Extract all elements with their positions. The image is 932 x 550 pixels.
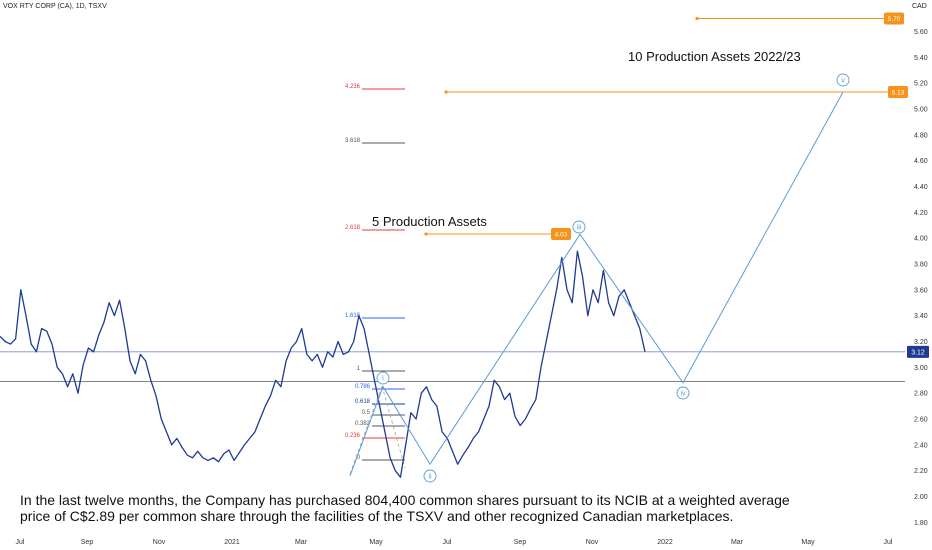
price-tag: [884, 12, 904, 25]
fib-level-label: 1.618: [345, 313, 361, 319]
y-tick-label: 4.40: [914, 184, 928, 191]
price-tag-label: 4.03: [555, 232, 568, 239]
annotation-10-production-assets: 10 Production Assets 2022/23: [628, 49, 801, 64]
price-tag: [888, 86, 908, 98]
price-line: [0, 250, 646, 478]
fib-level-label: 0: [357, 455, 361, 461]
y-tick-label: 3.60: [914, 287, 928, 294]
wave-label: iv: [680, 391, 686, 398]
target-line-anchor: [695, 16, 699, 21]
y-tick-label: 3.40: [914, 313, 928, 320]
wave-label-circle: [423, 469, 437, 483]
target-line-anchor: [444, 90, 448, 94]
x-tick-label: Mar: [295, 539, 308, 546]
wave-label: v: [841, 78, 845, 85]
y-tick-label: 5.00: [914, 106, 928, 113]
fib-level-label: 0.786: [355, 384, 371, 390]
price-axis-panel: [905, 0, 932, 550]
y-tick-label: 5.20: [914, 81, 928, 88]
x-tick-label: May: [801, 539, 815, 546]
price-tag-label: 5.70: [888, 16, 901, 23]
caption-text: In the last twelve months, the Company h…: [20, 492, 790, 524]
x-tick-label: Nov: [153, 539, 166, 546]
y-tick-label: 2.20: [914, 468, 928, 475]
y-tick-label: 3.00: [914, 365, 928, 372]
y-tick-label: 4.80: [914, 132, 928, 139]
y-tick-label: 2.60: [914, 417, 928, 424]
y-tick-label: 4.20: [914, 210, 928, 217]
last-price-tag: [907, 345, 929, 358]
x-tick-label: 2021: [224, 539, 240, 546]
fib-level-label: 2.618: [345, 225, 361, 231]
y-tick-label: 2.00: [914, 494, 928, 501]
price-tag-label: 5.13: [892, 90, 905, 97]
target-line-anchor: [424, 232, 428, 236]
y-tick-label: 4.60: [914, 158, 928, 165]
fib-diagonal: [349, 385, 383, 475]
wave-label-circle: [376, 371, 390, 385]
wave-label: iii: [577, 225, 582, 232]
price-tag: [551, 228, 571, 240]
x-tick-label: Jul: [443, 539, 452, 546]
fib-level-label: 0.382: [355, 421, 371, 427]
x-tick-label: Jul: [884, 539, 893, 546]
wave-label-circle: [836, 73, 850, 87]
wave-label-circle: [572, 220, 586, 234]
x-tick-label: Mar: [731, 539, 744, 546]
y-tick-label: 1.80: [914, 520, 928, 527]
last-price-label: 3.12: [911, 349, 925, 356]
x-tick-label: Jul: [16, 539, 25, 546]
y-tick-label: 5.40: [914, 55, 928, 62]
y-tick-label: 3.80: [914, 261, 928, 268]
fib-level-label: 0.236: [345, 433, 361, 439]
fib-level-label: 0.618: [355, 399, 371, 405]
wave-label-circle: [676, 386, 690, 400]
y-tick-label: 2.80: [914, 391, 928, 398]
x-tick-label: Nov: [586, 539, 599, 546]
currency-label: CAD: [912, 3, 927, 10]
fib-level-label: 3.618: [345, 138, 361, 144]
y-tick-label: 3.20: [914, 339, 928, 346]
y-tick-label: 5.60: [914, 29, 928, 36]
x-tick-label: May: [369, 539, 383, 546]
wave-label: i: [382, 376, 384, 383]
x-tick-label: 2022: [657, 539, 673, 546]
fib-diagonal: [381, 385, 406, 469]
x-tick-label: Sep: [81, 539, 94, 546]
wave-label: ii: [428, 474, 432, 481]
fib-level-label: 1: [357, 366, 361, 372]
symbol-label: VOX RTY CORP (CA), 1D, TSXV: [3, 3, 107, 10]
x-tick-label: Sep: [514, 539, 527, 546]
fib-level-label: 0.5: [362, 410, 371, 416]
y-tick-label: 4.00: [914, 236, 928, 243]
annotation-5-production-assets: 5 Production Assets: [372, 214, 487, 229]
elliott-wave-projection: [349, 91, 844, 477]
fib-level-label: 4.236: [345, 84, 361, 90]
y-tick-label: 2.40: [914, 442, 928, 449]
